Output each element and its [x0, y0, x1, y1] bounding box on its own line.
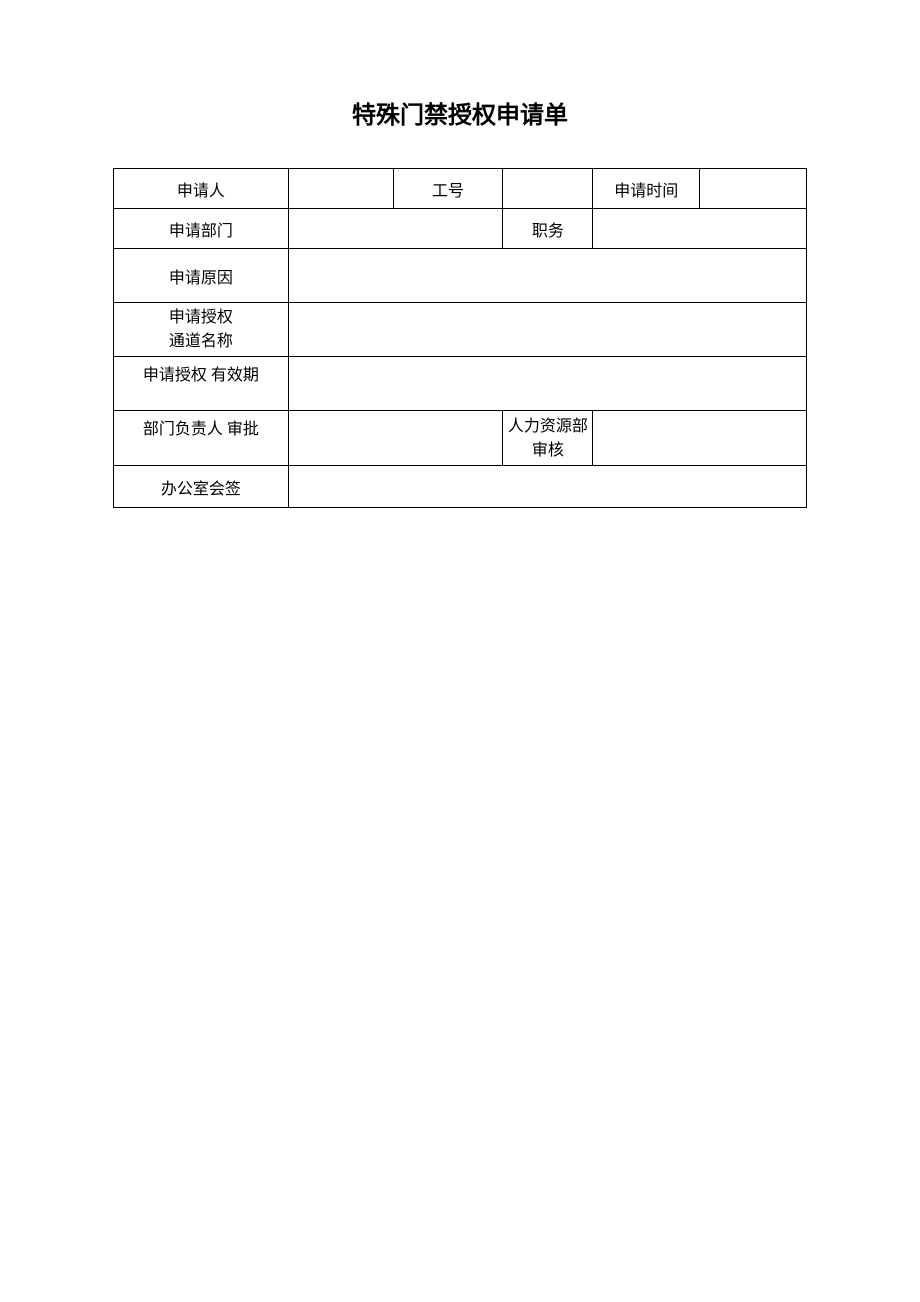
dept-approval-label: 部门负责人 审批 — [114, 411, 289, 466]
apply-time-value — [700, 169, 807, 209]
hr-review-value — [593, 411, 807, 466]
channel-label: 申请授权 通道名称 — [114, 303, 289, 357]
dept-approval-value — [288, 411, 503, 466]
office-sign-value — [288, 466, 806, 508]
position-label: 职务 — [503, 209, 593, 249]
table-row: 部门负责人 审批 人力资源部 审核 — [114, 411, 807, 466]
table-row: 申请授权 有效期 — [114, 357, 807, 411]
table-row: 申请部门 职务 — [114, 209, 807, 249]
validity-label: 申请授权 有效期 — [114, 357, 289, 411]
channel-label-line2: 通道名称 — [169, 333, 233, 350]
table-row: 办公室会签 — [114, 466, 807, 508]
apply-time-label: 申请时间 — [593, 169, 700, 209]
hr-review-label: 人力资源部 审核 — [503, 411, 593, 466]
emp-id-value — [503, 169, 593, 209]
applicant-label: 申请人 — [114, 169, 289, 209]
department-value — [288, 209, 503, 249]
channel-label-line1: 申请授权 — [169, 309, 233, 326]
table-row: 申请授权 通道名称 — [114, 303, 807, 357]
application-form-table: 申请人 工号 申请时间 申请部门 职务 申请原因 申请授权 通道名称 申请授权 … — [113, 168, 807, 508]
table-row: 申请原因 — [114, 249, 807, 303]
reason-value — [288, 249, 806, 303]
form-title: 特殊门禁授权申请单 — [0, 95, 920, 130]
reason-label: 申请原因 — [114, 249, 289, 303]
emp-id-label: 工号 — [393, 169, 503, 209]
table-row: 申请人 工号 申请时间 — [114, 169, 807, 209]
position-value — [593, 209, 807, 249]
department-label: 申请部门 — [114, 209, 289, 249]
hr-review-label-line2: 审核 — [532, 442, 564, 459]
applicant-value — [288, 169, 393, 209]
validity-value — [288, 357, 806, 411]
channel-value — [288, 303, 806, 357]
office-sign-label: 办公室会签 — [114, 466, 289, 508]
hr-review-label-line1: 人力资源部 — [508, 418, 588, 435]
